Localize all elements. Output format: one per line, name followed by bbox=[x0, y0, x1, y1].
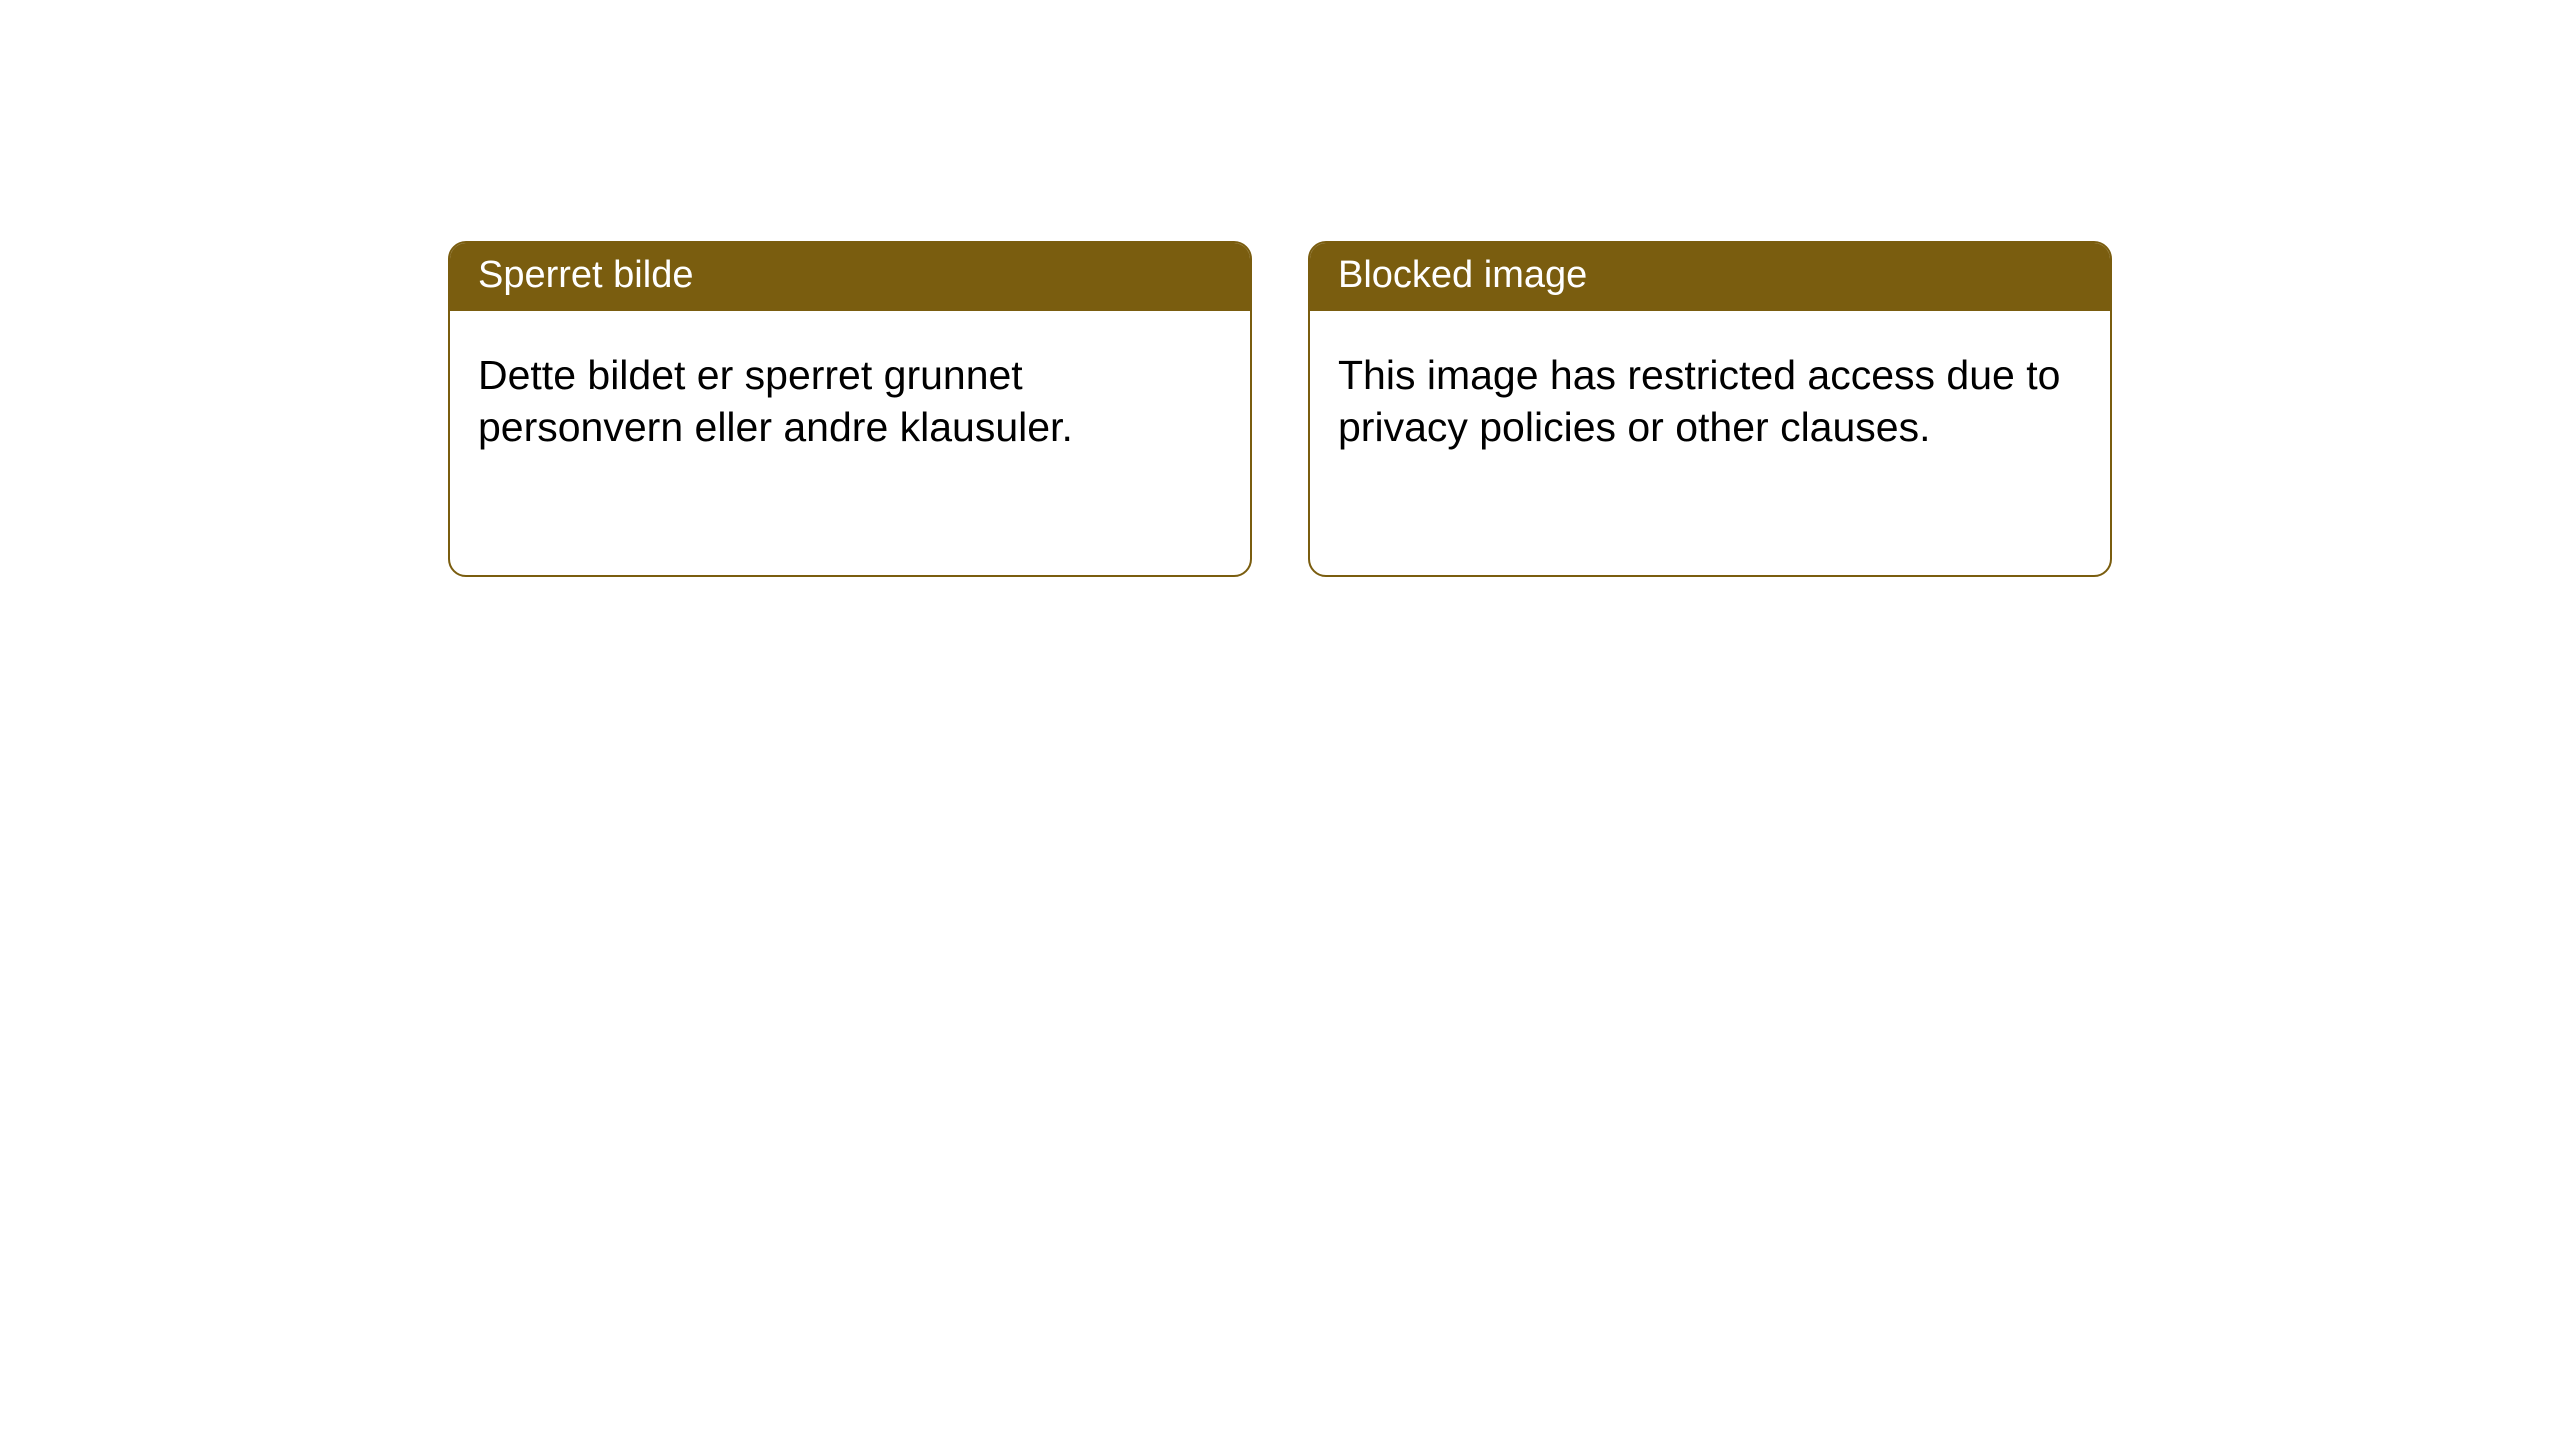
notice-card-norwegian: Sperret bilde Dette bildet er sperret gr… bbox=[448, 241, 1252, 577]
notice-card-english: Blocked image This image has restricted … bbox=[1308, 241, 2112, 577]
notice-body: Dette bildet er sperret grunnet personve… bbox=[450, 311, 1250, 492]
notice-body: This image has restricted access due to … bbox=[1310, 311, 2110, 492]
notice-title: Blocked image bbox=[1310, 243, 2110, 311]
notice-container: Sperret bilde Dette bildet er sperret gr… bbox=[0, 0, 2560, 577]
notice-title: Sperret bilde bbox=[450, 243, 1250, 311]
